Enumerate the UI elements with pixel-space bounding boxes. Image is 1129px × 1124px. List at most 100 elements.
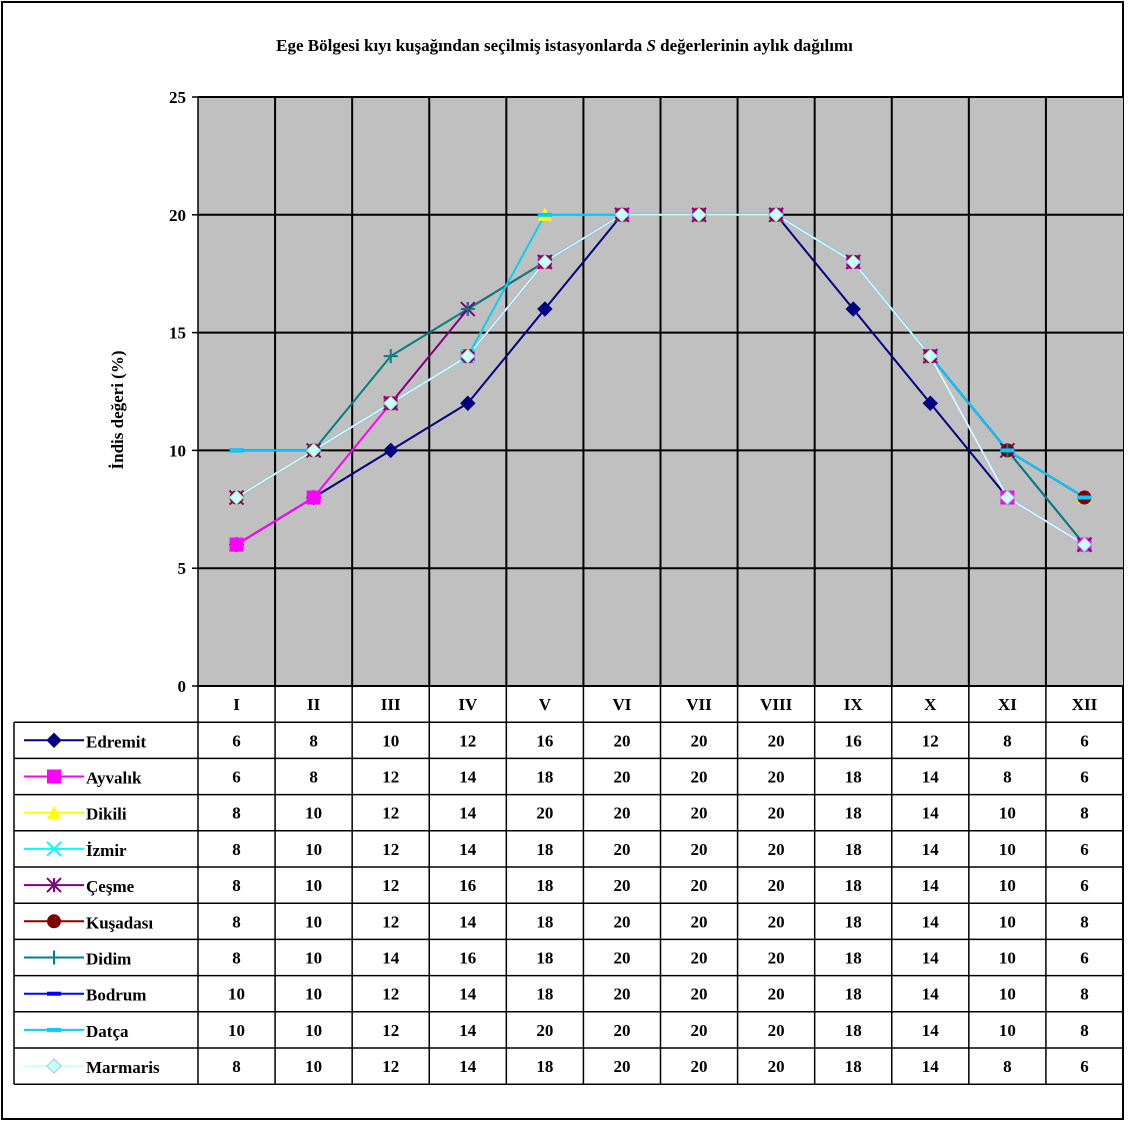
table-cell-value: 8 — [309, 768, 318, 787]
table-cell-value: 18 — [536, 985, 553, 1004]
table-cell-value: 10 — [999, 840, 1016, 859]
table-cell-value: 20 — [768, 731, 785, 750]
table-cell-value: 20 — [768, 876, 785, 895]
legend-entry: Edremit — [86, 732, 146, 751]
table-cell-value: 8 — [309, 731, 318, 750]
table-cell-value: 10 — [999, 985, 1016, 1004]
legend-entry: Didim — [86, 950, 131, 969]
table-cell-value: 14 — [459, 1021, 477, 1040]
table-cell-value: 18 — [845, 840, 862, 859]
legend-marker — [46, 877, 62, 893]
table-cell-value: 18 — [536, 876, 553, 895]
table-cell-value: 20 — [613, 949, 630, 968]
table-cell-value: 12 — [382, 1057, 399, 1076]
y-tick-label: 25 — [169, 88, 186, 107]
legend-entry: Bodrum — [86, 986, 146, 1005]
table-cell-value: 8 — [1080, 804, 1089, 823]
table-cell-value: 8 — [232, 1057, 241, 1076]
table-cell-value: 20 — [613, 876, 630, 895]
table-cell-value: 6 — [1080, 768, 1089, 787]
table-cell-value: 8 — [1080, 1021, 1089, 1040]
legend-marker — [47, 950, 61, 965]
table-cell-value: 20 — [613, 912, 630, 931]
table-cell-value: 14 — [382, 949, 400, 968]
table-cell-value: 18 — [845, 1057, 862, 1076]
table-cell-value: 20 — [613, 768, 630, 787]
table-cell-value: 6 — [232, 768, 241, 787]
y-tick-label: 10 — [169, 441, 186, 460]
table-cell-value: 8 — [232, 804, 241, 823]
table-cell-value: 14 — [459, 768, 477, 787]
table-cell-value: 18 — [536, 912, 553, 931]
series-line-9 — [236, 213, 1085, 546]
table-cell-value: 20 — [613, 1021, 630, 1040]
table-cell-value: 14 — [922, 985, 940, 1004]
legend-entry: Çeşme — [86, 877, 135, 896]
table-cell-value: 20 — [613, 985, 630, 1004]
data-point — [383, 349, 398, 364]
table-cell-value: 20 — [613, 840, 630, 859]
y-tick-label: 5 — [178, 559, 187, 578]
table-cell-value: 18 — [845, 804, 862, 823]
table-cell-value: 10 — [305, 804, 322, 823]
x-tick-label: VII — [686, 695, 712, 714]
chart-title: Ege Bölgesi kıyı kuşağından seçilmiş ist… — [276, 36, 853, 55]
data-point — [922, 348, 938, 364]
table-cell-value: 16 — [459, 876, 476, 895]
table-cell-value: 10 — [999, 912, 1016, 931]
table-cell-value: 10 — [999, 876, 1016, 895]
table-cell-value: 12 — [382, 768, 399, 787]
table-cell-value: 8 — [1003, 731, 1012, 750]
legend-entry: İzmir — [86, 841, 127, 860]
table-cell-value: 14 — [922, 804, 940, 823]
table-cell-value: 6 — [1080, 1057, 1089, 1076]
table-cell-value: 8 — [232, 840, 241, 859]
table-cell-value: 6 — [1080, 949, 1089, 968]
table-cell-value: 20 — [691, 912, 708, 931]
table-cell-value: 18 — [845, 876, 862, 895]
table-cell-value: 16 — [845, 731, 862, 750]
data-point — [383, 442, 399, 459]
data-point — [229, 448, 244, 453]
table-cell-value: 14 — [459, 985, 477, 1004]
data-point — [1077, 495, 1092, 500]
table-cell-value: 18 — [845, 985, 862, 1004]
table-cell-value: 10 — [999, 949, 1016, 968]
data-point — [1000, 448, 1015, 453]
table-cell-value: 10 — [305, 876, 322, 895]
table-cell-value: 12 — [922, 731, 939, 750]
table-cell-value: 20 — [613, 1057, 630, 1076]
table-cell-value: 20 — [536, 804, 553, 823]
legend-marker — [47, 914, 61, 929]
table-cell-value: 8 — [1080, 912, 1089, 931]
table-cell-value: 14 — [459, 912, 477, 931]
table-cell-value: 14 — [922, 1057, 940, 1076]
table-cell-value: 20 — [768, 768, 785, 787]
legend-entry: Datça — [86, 1022, 129, 1041]
table-cell-value: 14 — [922, 840, 940, 859]
table-cell-value: 8 — [1080, 985, 1089, 1004]
table-cell-value: 20 — [691, 1021, 708, 1040]
x-tick-label: II — [307, 695, 321, 714]
table-cell-value: 18 — [845, 912, 862, 931]
y-tick-label: 0 — [178, 677, 187, 696]
table-cell-value: 14 — [459, 804, 477, 823]
x-tick-label: III — [381, 695, 401, 714]
data-point — [229, 537, 244, 552]
table-cell-value: 14 — [922, 768, 940, 787]
table-cell-value: 18 — [845, 1021, 862, 1040]
data-point — [691, 207, 707, 223]
x-tick-label: IX — [844, 695, 864, 714]
x-tick-label: X — [924, 695, 937, 714]
legend-marker — [46, 841, 62, 857]
data-point — [228, 489, 245, 506]
table-cell-value: 20 — [768, 1021, 785, 1040]
table-cell-value: 20 — [768, 985, 785, 1004]
y-tick-label: 20 — [169, 206, 186, 225]
data-point — [460, 302, 475, 317]
legend-entry: Kuşadası — [86, 913, 153, 932]
data-point — [305, 442, 322, 459]
table-cell-value: 10 — [305, 912, 322, 931]
table-cell-value: 18 — [536, 768, 553, 787]
table-cell-value: 10 — [228, 1021, 245, 1040]
